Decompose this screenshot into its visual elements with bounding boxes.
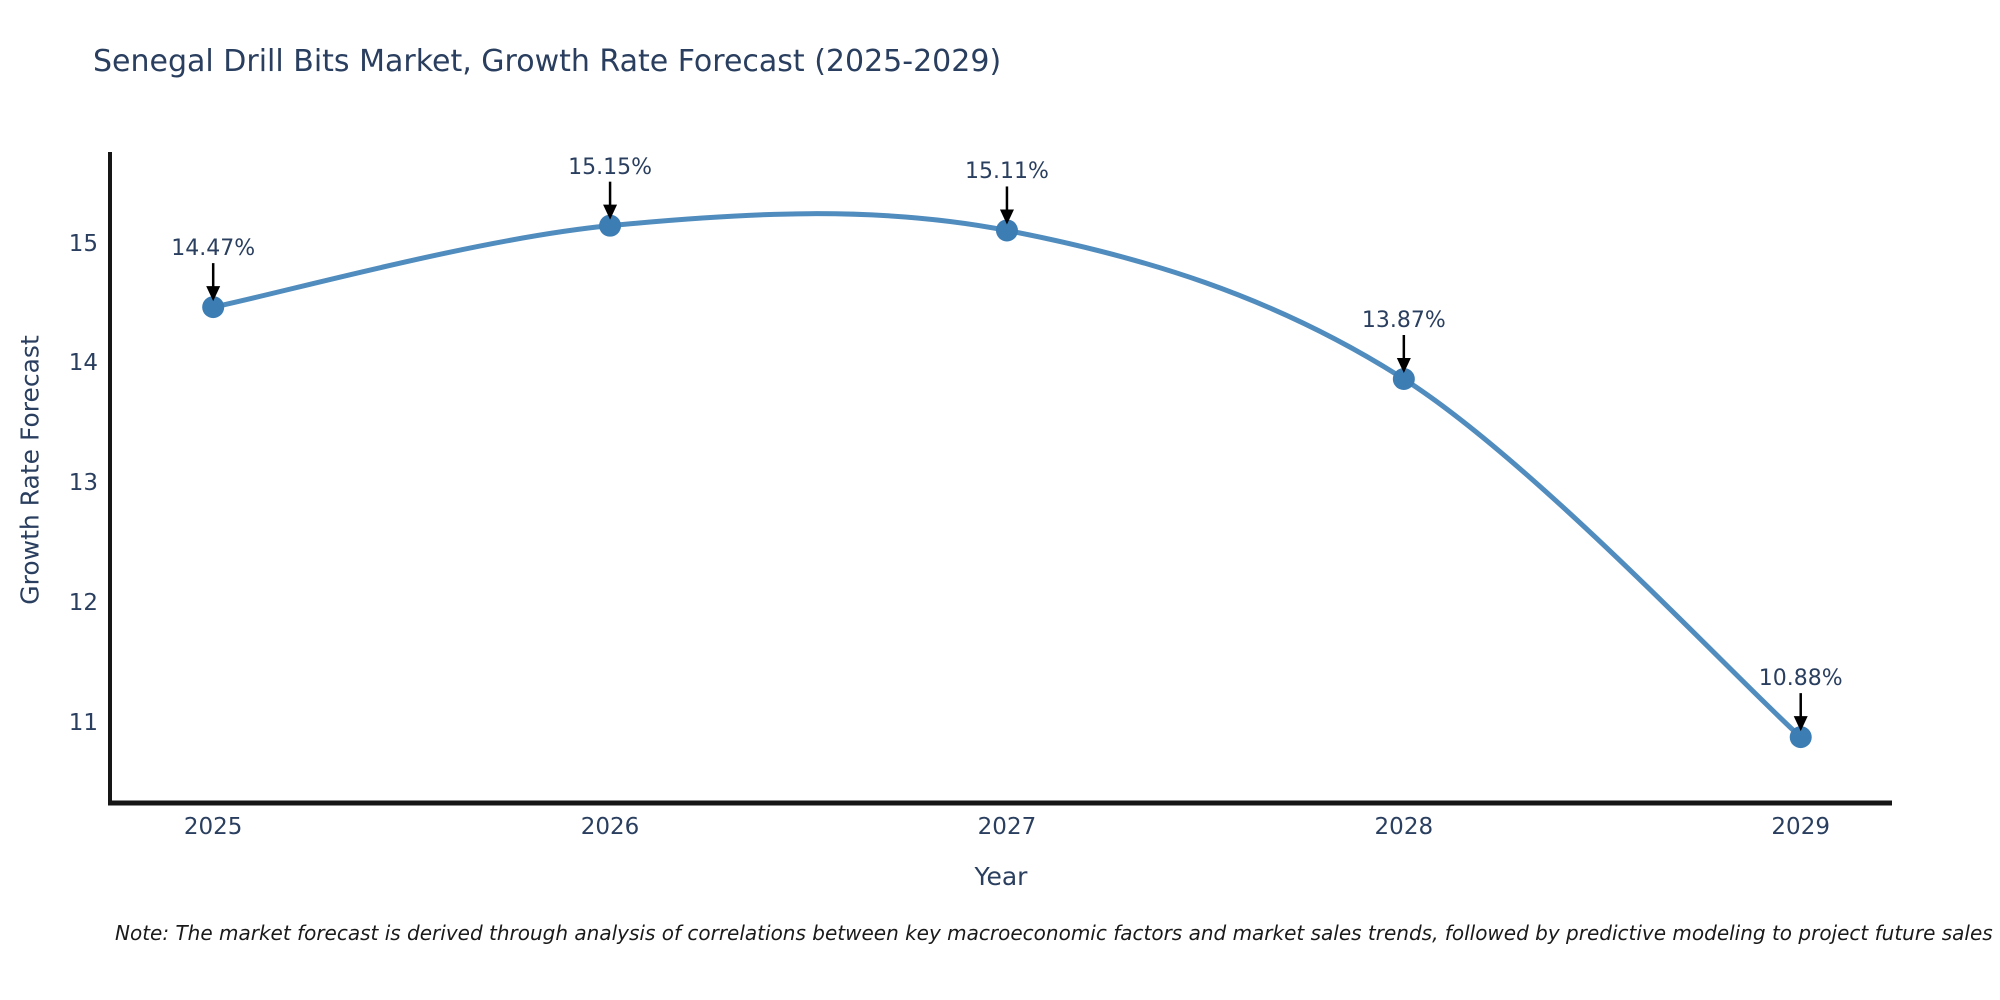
data-point-marker	[599, 214, 622, 237]
forecast-line	[212, 211, 1803, 739]
data-point-label: 13.87%	[1361, 307, 1446, 333]
annotation-arrow-head	[603, 204, 618, 220]
y-tick-label: 13	[68, 470, 98, 497]
data-point-label: 15.15%	[568, 154, 652, 180]
data-point-marker	[1789, 726, 1812, 749]
annotation-arrow-head	[1793, 716, 1808, 732]
x-axis-title: Year	[974, 862, 1028, 891]
annotation-arrow-head	[206, 286, 221, 302]
x-tick-label: 2029	[1771, 814, 1830, 840]
x-tick-label: 2026	[580, 814, 640, 840]
x-tick-label: 2025	[183, 814, 243, 840]
x-tick-label: 2028	[1374, 814, 1434, 840]
footnote: Note: The market forecast is derived thr…	[115, 921, 1993, 945]
y-tick-label: 15	[68, 230, 98, 257]
annotation-arrow-head	[1396, 357, 1411, 373]
data-point-marker	[1392, 367, 1415, 390]
data-point-marker	[202, 296, 225, 319]
annotation-arrow-head	[999, 209, 1014, 225]
chart-title: Senegal Drill Bits Market, Growth Rate F…	[93, 44, 1002, 79]
data-point-label: 10.88%	[1758, 666, 1843, 692]
data-point-label: 14.47%	[171, 236, 256, 262]
y-tick-label: 12	[68, 589, 98, 616]
data-point-label: 15.11%	[965, 159, 1049, 185]
y-tick-label: 14	[68, 350, 98, 377]
y-tick-label: 11	[68, 709, 98, 736]
x-tick-label: 2027	[977, 814, 1037, 840]
data-point-marker	[995, 219, 1018, 242]
